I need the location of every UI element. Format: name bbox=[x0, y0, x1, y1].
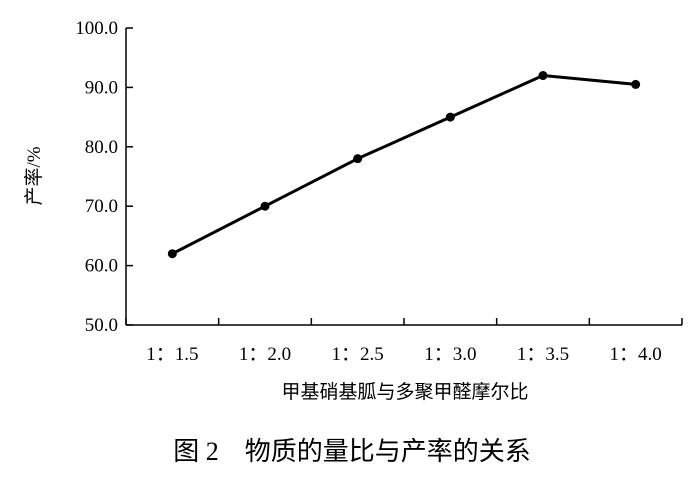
y-tick-label: 100.0 bbox=[75, 18, 118, 39]
x-tick-label: 1：3.0 bbox=[424, 344, 476, 365]
x-tick-label: 1：1.5 bbox=[146, 344, 198, 365]
data-point bbox=[445, 112, 455, 122]
x-tick-label: 1：2.5 bbox=[332, 344, 384, 365]
data-point bbox=[631, 79, 641, 89]
x-tick-label: 1：2.0 bbox=[239, 344, 291, 365]
x-axis: 1：1.5 1：2.0 1：2.5 1：3.0 1：3.5 1：4.0 bbox=[125, 318, 683, 365]
series-polyline bbox=[171, 74, 636, 256]
data-point bbox=[353, 154, 363, 164]
data-point bbox=[260, 201, 270, 211]
y-tick-label: 60.0 bbox=[85, 256, 118, 277]
y-tick-label: 70.0 bbox=[85, 196, 118, 217]
y-axis-label: 产率/% bbox=[23, 146, 45, 205]
data-point bbox=[167, 249, 177, 259]
y-tick-label: 90.0 bbox=[85, 77, 118, 98]
figure-caption: 图 2 物质的量比与产率的关系 bbox=[173, 437, 531, 466]
data-point bbox=[538, 71, 548, 81]
x-axis-label: 甲基硝基胍与多聚甲醛摩尔比 bbox=[281, 381, 528, 403]
series-line bbox=[167, 71, 641, 259]
y-tick-label: 80.0 bbox=[85, 137, 118, 158]
y-axis: 50.0 60.0 70.0 80.0 90.0 100.0 bbox=[75, 18, 133, 336]
x-tick-label: 1：4.0 bbox=[610, 344, 662, 365]
x-tick-label: 1：3.5 bbox=[517, 344, 569, 365]
y-tick-label: 50.0 bbox=[85, 315, 118, 336]
